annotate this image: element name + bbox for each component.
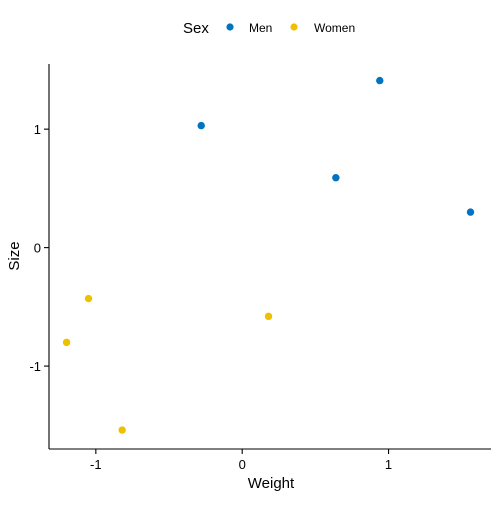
- legend-key-women: [290, 23, 298, 31]
- x-axis-ticks: -1 0 1: [90, 449, 392, 472]
- y-tick-label: 1: [34, 122, 41, 137]
- legend-label-men: Men: [249, 21, 272, 35]
- legend-label-women: Women: [314, 21, 355, 35]
- y-axis-ticks: -1 0 1: [29, 122, 49, 374]
- data-point-women: [84, 294, 93, 303]
- data-point-women: [62, 338, 71, 347]
- y-tick-label: -1: [29, 359, 41, 374]
- data-point-men: [197, 121, 205, 130]
- data-point-men: [376, 76, 384, 85]
- data-point-men: [466, 208, 475, 216]
- data-point-men: [332, 174, 340, 182]
- data-point-women: [118, 426, 126, 434]
- legend-title: Sex: [183, 20, 209, 37]
- data-point-women: [264, 312, 273, 321]
- y-tick-label: 0: [34, 241, 41, 256]
- x-tick-label: -1: [90, 457, 102, 472]
- y-axis-label: Size: [6, 241, 23, 270]
- x-tick-label: 1: [385, 457, 392, 472]
- x-axis-label: Weight: [248, 475, 295, 492]
- x-tick-label: 0: [239, 457, 246, 472]
- data-points: [62, 76, 475, 434]
- legend: Sex Men Women: [183, 20, 355, 37]
- legend-key-men: [226, 23, 234, 31]
